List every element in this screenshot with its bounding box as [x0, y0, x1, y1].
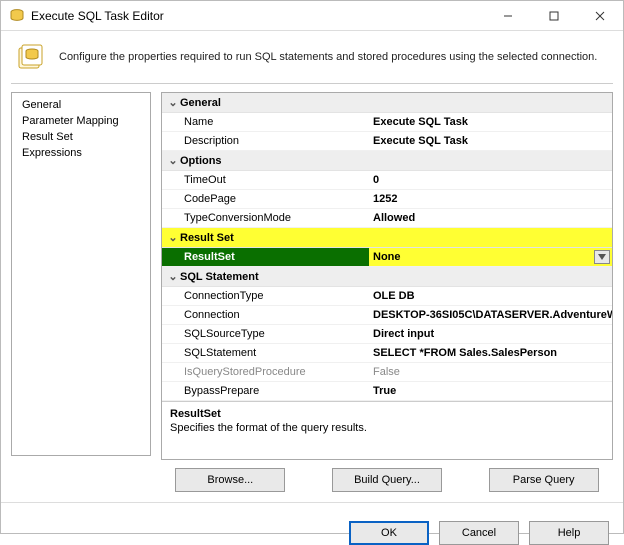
prop-value-text: None	[373, 251, 401, 263]
dropdown-button[interactable]	[594, 250, 610, 264]
task-icon	[15, 41, 47, 73]
prop-label: TimeOut	[162, 171, 369, 189]
cancel-button[interactable]: Cancel	[439, 521, 519, 545]
prop-value[interactable]: SELECT *FROM Sales.SalesPerson	[369, 344, 612, 362]
prop-row-connectiontype[interactable]: ConnectionType OLE DB	[162, 287, 612, 306]
prop-label: TypeConversionMode	[162, 209, 369, 227]
category-sql-statement[interactable]: ⌄ SQL Statement	[162, 267, 612, 287]
category-options[interactable]: ⌄ Options	[162, 151, 612, 171]
divider	[11, 83, 613, 84]
ok-button[interactable]: OK	[349, 521, 429, 545]
prop-label: CodePage	[162, 190, 369, 208]
info-bar: Configure the properties required to run…	[1, 31, 623, 83]
minimize-button[interactable]	[485, 1, 531, 31]
prop-label: ConnectionType	[162, 287, 369, 305]
help-button[interactable]: Help	[529, 521, 609, 545]
parse-query-button[interactable]: Parse Query	[489, 468, 599, 492]
prop-row-resultset[interactable]: ResultSet None	[162, 248, 612, 267]
sidebar-item-parameter-mapping[interactable]: Parameter Mapping	[12, 113, 150, 129]
prop-value[interactable]: DESKTOP-36SI05C\DATASERVER.AdventureW	[369, 306, 612, 324]
prop-label: IsQueryStoredProcedure	[162, 363, 369, 381]
prop-row-timeout[interactable]: TimeOut 0	[162, 171, 612, 190]
help-name: ResultSet	[170, 408, 604, 420]
prop-row-isquerystored: IsQueryStoredProcedure False	[162, 363, 612, 382]
prop-value[interactable]: 1252	[369, 190, 612, 208]
chevron-down-icon: ⌄	[166, 270, 180, 283]
sidebar-item-general[interactable]: General	[12, 97, 150, 113]
category-general[interactable]: ⌄ General	[162, 93, 612, 113]
prop-label: Connection	[162, 306, 369, 324]
prop-row-typeconversion[interactable]: TypeConversionMode Allowed	[162, 209, 612, 228]
prop-row-sqlsourcetype[interactable]: SQLSourceType Direct input	[162, 325, 612, 344]
prop-row-connection[interactable]: Connection DESKTOP-36SI05C\DATASERVER.Ad…	[162, 306, 612, 325]
prop-value[interactable]: Execute SQL Task	[369, 132, 612, 150]
prop-value: False	[369, 363, 612, 381]
close-button[interactable]	[577, 1, 623, 31]
maximize-button[interactable]	[531, 1, 577, 31]
action-button-row: Browse... Build Query... Parse Query	[161, 460, 613, 492]
prop-label: ResultSet	[162, 248, 369, 266]
window-description: Configure the properties required to run…	[59, 51, 597, 63]
titlebar: Execute SQL Task Editor	[1, 1, 623, 31]
chevron-down-icon: ⌄	[166, 154, 180, 167]
footer: OK Cancel Help	[1, 502, 623, 545]
window-title: Execute SQL Task Editor	[31, 9, 485, 23]
prop-value[interactable]: True	[369, 382, 612, 400]
prop-value[interactable]: Allowed	[369, 209, 612, 227]
sidebar-item-result-set[interactable]: Result Set	[12, 129, 150, 145]
help-desc: Specifies the format of the query result…	[170, 422, 604, 434]
prop-label: Description	[162, 132, 369, 150]
help-panel: ResultSet Specifies the format of the qu…	[162, 401, 612, 459]
prop-value[interactable]: OLE DB	[369, 287, 612, 305]
prop-label: Name	[162, 113, 369, 131]
prop-value[interactable]: None	[369, 248, 612, 266]
build-query-button[interactable]: Build Query...	[332, 468, 442, 492]
chevron-down-icon: ⌄	[166, 231, 180, 244]
prop-row-sqlstatement[interactable]: SQLStatement SELECT *FROM Sales.SalesPer…	[162, 344, 612, 363]
sidebar-item-expressions[interactable]: Expressions	[12, 145, 150, 161]
prop-value[interactable]: 0	[369, 171, 612, 189]
prop-value[interactable]: Direct input	[369, 325, 612, 343]
browse-button[interactable]: Browse...	[175, 468, 285, 492]
prop-row-name[interactable]: Name Execute SQL Task	[162, 113, 612, 132]
prop-label: SQLSourceType	[162, 325, 369, 343]
app-icon	[9, 8, 25, 24]
chevron-down-icon: ⌄	[166, 96, 180, 109]
sidebar: General Parameter Mapping Result Set Exp…	[11, 92, 151, 456]
prop-label: SQLStatement	[162, 344, 369, 362]
prop-label: BypassPrepare	[162, 382, 369, 400]
prop-value[interactable]: Execute SQL Task	[369, 113, 612, 131]
property-grid: ⌄ General Name Execute SQL Task Descript…	[161, 92, 613, 460]
category-result-set[interactable]: ⌄ Result Set	[162, 228, 612, 248]
prop-row-description[interactable]: Description Execute SQL Task	[162, 132, 612, 151]
prop-row-bypassprepare[interactable]: BypassPrepare True	[162, 382, 612, 401]
prop-row-codepage[interactable]: CodePage 1252	[162, 190, 612, 209]
